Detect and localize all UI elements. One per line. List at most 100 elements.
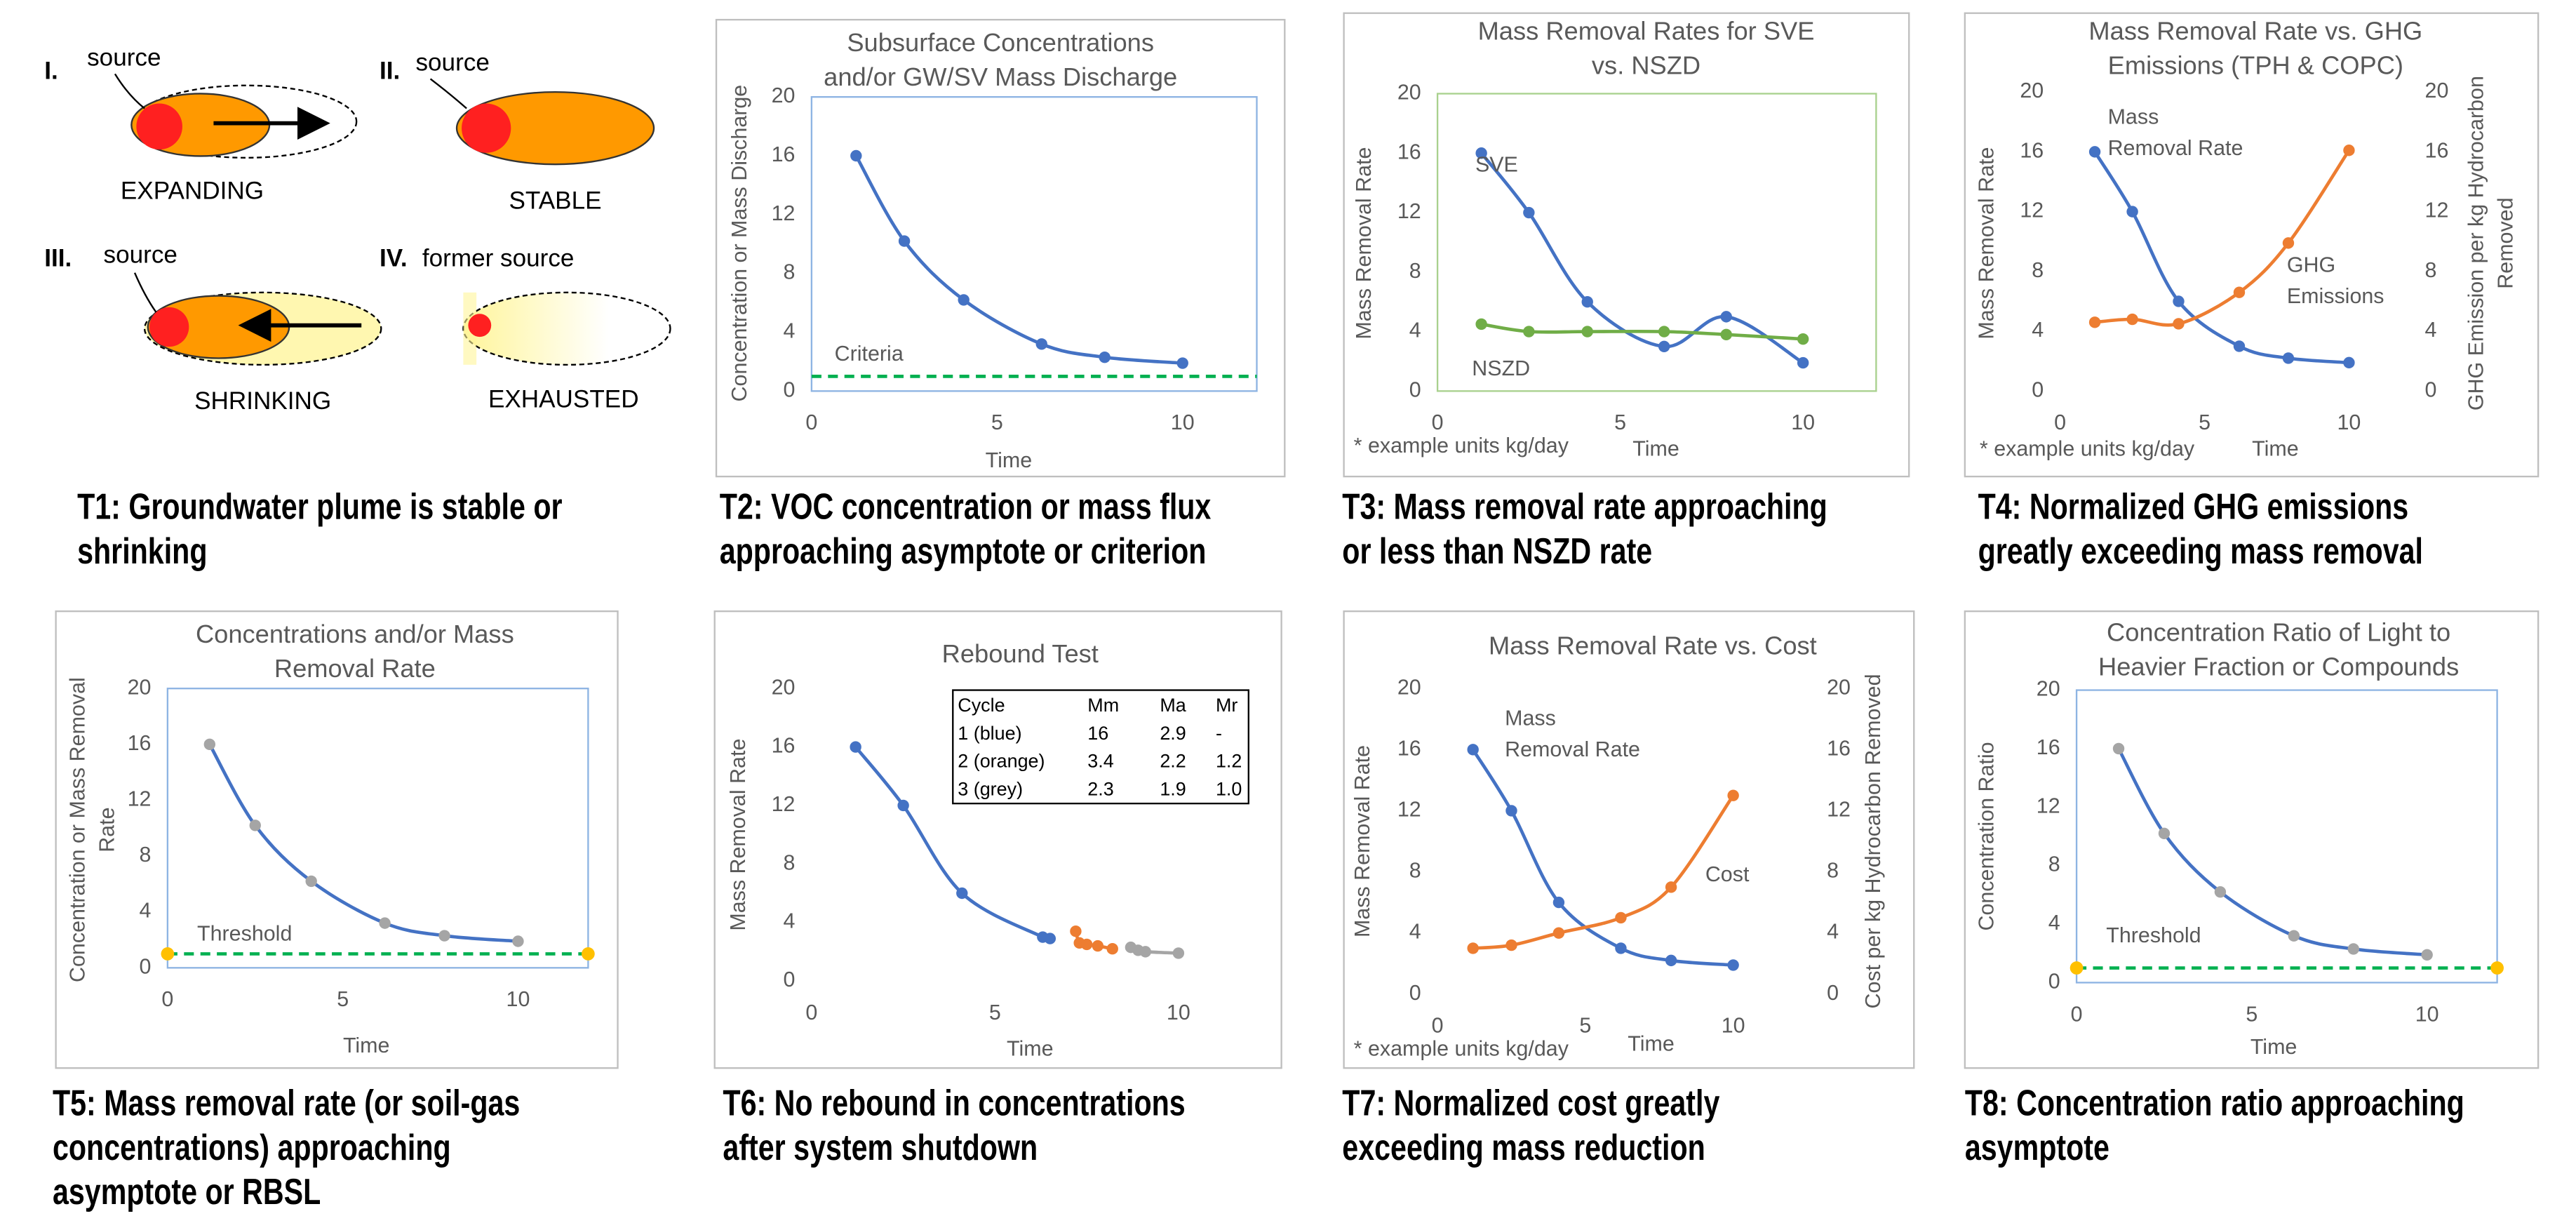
series-line	[2117, 747, 2427, 957]
x-tick-label: 5	[991, 410, 1003, 434]
state-label: EXHAUSTED	[488, 386, 639, 413]
x-tick-label: 10	[1171, 410, 1195, 434]
data-point	[1615, 911, 1627, 924]
y-tick-label: 0	[2032, 377, 2044, 401]
pointer	[133, 272, 157, 313]
y2-tick-label: 0	[2425, 377, 2437, 401]
y-tick-label: 16	[1397, 140, 1421, 163]
y-tick-label: 8	[140, 843, 152, 867]
chart-title: Rebound Test	[942, 639, 1099, 668]
caption-line: shrinking	[77, 530, 207, 570]
caption-line: T7: Normalized cost greatly	[1342, 1083, 1719, 1123]
chart: Mass Removal Rate vs. Cost 0 4 8 12 16 20 0 5 10 0…	[1343, 610, 1915, 1069]
y-tick-label: 8	[2032, 258, 2044, 282]
caption-line: T3: Mass removal rate approaching	[1342, 486, 1827, 526]
y2-tick-label: 16	[1827, 736, 1851, 760]
data-point	[1615, 942, 1627, 954]
table-cell: 1 (blue)	[958, 723, 1021, 744]
numeral: IV.	[380, 244, 408, 272]
data-point	[2288, 930, 2300, 942]
data-point	[1505, 805, 1517, 817]
table-cell: 1.9	[1160, 779, 1186, 800]
axis-label: Mass Removal Rate	[1975, 147, 1999, 340]
x-tick-label: 5	[1579, 1014, 1591, 1038]
table-frame	[952, 689, 1249, 805]
plot-frame	[2075, 689, 2498, 984]
table-cell: 2 (orange)	[958, 751, 1045, 772]
chart-title: Mass Removal Rates for SVE	[1478, 16, 1815, 45]
chart: Rebound Test 0 4 8 12 16 20 0 5 10 Time Mass Remova…	[713, 610, 1282, 1069]
axis-label: Mass Removal Rate	[726, 739, 750, 931]
caption-line: after system shutdown	[723, 1127, 1038, 1167]
y-tick-label: 20	[1397, 81, 1421, 105]
data-point	[2088, 146, 2101, 158]
data-point	[2343, 145, 2355, 156]
caption-line: approaching asymptote or criterion	[720, 530, 1207, 570]
x-tick-label: 0	[805, 410, 817, 434]
y2-tick-label: 4	[2425, 318, 2437, 342]
x-tick-label: 10	[507, 987, 530, 1011]
x-axis-label: Time	[1632, 437, 1679, 461]
table-header: Ma	[1160, 695, 1186, 716]
data-point	[1106, 943, 1118, 955]
table-cell: -	[1216, 723, 1222, 744]
y2-tick-label: 0	[1827, 981, 1839, 1005]
axis-label: Concentration or Mass Removal	[65, 677, 89, 982]
x-tick-label: 0	[161, 987, 173, 1011]
data-point	[1523, 326, 1535, 338]
y-tick-label: 0	[784, 377, 796, 401]
x-tick-label: 5	[337, 987, 349, 1011]
data-point	[1665, 954, 1677, 967]
y-tick-label: 16	[2020, 138, 2044, 162]
series-label: Mass Removal Rate	[2108, 105, 2243, 160]
data-point	[2173, 318, 2185, 330]
y-tick-label: 12	[772, 201, 796, 225]
y-tick-label: 4	[784, 909, 796, 933]
y-tick-label: 16	[772, 734, 796, 758]
data-point	[1665, 881, 1677, 893]
table-cell: 1.2	[1216, 751, 1242, 772]
data-point	[2343, 356, 2355, 369]
data-point	[2126, 206, 2138, 218]
y-tick-label: 4	[1409, 319, 1421, 342]
plume	[455, 91, 655, 166]
axis-label: Concentration or Mass Discharge	[727, 85, 751, 402]
y-tick-label: 8	[2048, 853, 2060, 876]
series-label: Cost	[1705, 862, 1750, 886]
y-tick-label: 20	[2020, 79, 2044, 102]
y-tick-label: 16	[2037, 735, 2060, 759]
caption-line: asymptote	[1965, 1127, 2109, 1167]
state-label: SHRINKING	[194, 387, 331, 415]
data-point	[897, 799, 909, 812]
data-point	[1797, 333, 1809, 345]
x-axis-label: Time	[2250, 1035, 2297, 1059]
data-point	[850, 149, 862, 162]
y-tick-label: 20	[2037, 677, 2060, 701]
y2-tick-label: 12	[2425, 199, 2449, 222]
x-tick-label: 0	[1432, 1014, 1444, 1038]
axis-label: Concentration Ratio	[1975, 742, 1999, 930]
table-cell: 3.4	[1087, 751, 1113, 772]
data-point	[1475, 147, 1487, 159]
series-label: Mass Removal Rate	[1505, 707, 1640, 761]
data-point	[1176, 357, 1188, 369]
threshold-end	[582, 947, 595, 961]
y-tick-label: 0	[1409, 377, 1421, 401]
y2-tick-label: 20	[2425, 79, 2449, 102]
y-tick-label: 12	[2020, 199, 2044, 222]
data-point	[1139, 946, 1152, 958]
pointer	[114, 73, 145, 109]
y-tick-label: 20	[772, 83, 796, 107]
state-label: EXPANDING	[121, 177, 264, 204]
data-point	[2126, 313, 2138, 326]
data-point	[1727, 959, 1739, 971]
y-tick-label: 8	[1409, 859, 1421, 883]
y2-tick-label: 4	[1827, 920, 1839, 944]
data-point	[2347, 943, 2359, 955]
x-tick-label: 10	[1167, 1001, 1190, 1024]
annotation: Criteria	[835, 342, 904, 366]
annotation: Threshold	[2106, 923, 2201, 947]
data-point	[249, 820, 261, 831]
x-tick-label: 10	[1791, 410, 1815, 434]
